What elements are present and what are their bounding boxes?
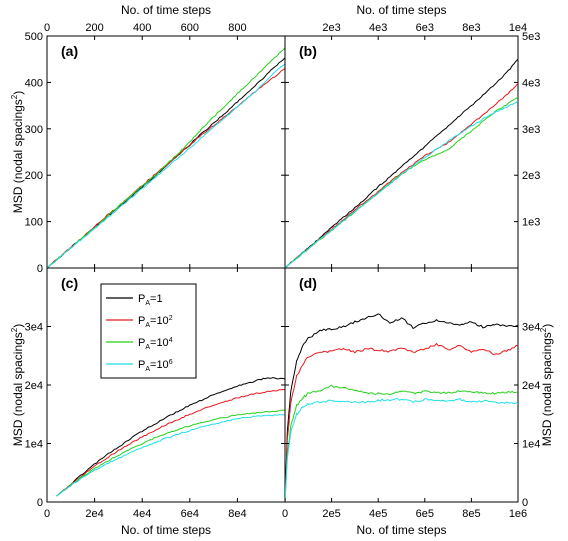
y-axis-label: MSD (nodal spacings2)	[539, 324, 554, 447]
y-tick-label: 3e4	[522, 322, 540, 334]
x-tick-label: 8e3	[462, 22, 480, 34]
series-line-P-A-10-6	[285, 397, 518, 502]
x-tick-label: 200	[85, 22, 103, 34]
y-tick-label: 1e4	[522, 439, 540, 451]
plot-area	[46, 35, 286, 269]
x-tick-label: 2e4	[85, 508, 103, 520]
y-tick-label: 3e3	[522, 124, 540, 136]
y-tick-label: 2e4	[25, 380, 43, 392]
x-tick-label: 1e4	[509, 22, 527, 34]
plot-area	[284, 267, 519, 503]
y-tick-label: 2e3	[522, 170, 540, 182]
y-axis-label: MSD (nodal spacings2)	[10, 324, 25, 447]
panel-label: (a)	[61, 43, 78, 59]
panel-label: (d)	[299, 275, 317, 291]
x-tick-label: 2e3	[322, 22, 340, 34]
x-tick-label: 4e4	[133, 508, 151, 520]
series-line-P-A-10-6	[47, 63, 285, 268]
series-line-P-A-10-2	[56, 388, 285, 497]
legend-entry: PA=1	[138, 293, 163, 307]
x-tick-label: 1e6	[509, 508, 527, 520]
panel-b: 2e3 4e3 6e3 8e3 1e4 1e3 2e3 3e3 4e3 5e3 No. of tim…	[284, 3, 540, 269]
y-tick-label: 1e4	[25, 439, 43, 451]
y-tick-label: 0	[37, 497, 43, 509]
y-tick-label: 2e4	[522, 380, 540, 392]
x-tick-label: 0	[44, 508, 50, 520]
x-tick-label: 6e5	[416, 508, 434, 520]
series-line-P-A-1	[56, 376, 285, 497]
x-tick-label: 6e3	[416, 22, 434, 34]
legend: PA=1 PA=102 PA=104 PA=106	[100, 283, 197, 379]
x-tick-label: 600	[181, 22, 199, 34]
series-line-P-A-10-6	[285, 100, 518, 268]
y-tick-label: 4e3	[522, 77, 540, 89]
x-tick-label: 8e5	[462, 508, 480, 520]
x-tick-label: 400	[133, 22, 151, 34]
plot-area	[284, 35, 519, 269]
y-tick-label: 0	[522, 497, 528, 509]
y-tick-label: 200	[25, 170, 43, 182]
series-line-P-A-10-2	[285, 82, 518, 268]
x-tick-label: 0	[282, 508, 288, 520]
x-tick-label: 4e3	[369, 22, 387, 34]
legend-box	[100, 283, 197, 379]
y-tick-label: 0	[37, 263, 43, 275]
x-tick-label: 2e5	[322, 508, 340, 520]
panel-label: (c)	[61, 275, 78, 291]
x-tick-label: 8e4	[228, 508, 246, 520]
x-axis-label: No. of time steps	[121, 3, 211, 17]
series-line-P-A-1	[285, 58, 518, 268]
x-origin-label: 0	[44, 22, 50, 34]
y-tick-label: 100	[25, 217, 43, 229]
x-axis-label: No. of time steps	[121, 523, 211, 537]
series-line-P-A-10-4	[56, 409, 285, 497]
legend-entry: PA=102	[138, 315, 173, 329]
y-tick-label: 5e3	[522, 31, 540, 43]
x-tick-label: 800	[228, 22, 246, 34]
y-tick-label: 400	[25, 77, 43, 89]
x-tick-label: 4e5	[369, 508, 387, 520]
panel-label: (b)	[299, 43, 317, 59]
y-tick-label: 3e4	[25, 322, 43, 334]
y-tick-label: 300	[25, 124, 43, 136]
x-tick-label: 6e4	[181, 508, 199, 520]
legend-entry: PA=104	[138, 337, 173, 351]
x-axis-label: No. of time steps	[356, 3, 446, 17]
y-axis-label: MSD (nodal spacings2)	[10, 91, 25, 214]
series-line-P-A-10-6	[56, 414, 285, 497]
series-line-P-A-1	[285, 313, 518, 502]
series-line-P-A-10-4	[285, 384, 518, 502]
y-tick-label: 1e3	[522, 217, 540, 229]
series-line-P-A-10-2	[285, 342, 518, 502]
y-tick-label: 500	[25, 31, 43, 43]
x-axis-label: No. of time steps	[356, 523, 446, 537]
legend-entry: PA=106	[138, 359, 173, 373]
